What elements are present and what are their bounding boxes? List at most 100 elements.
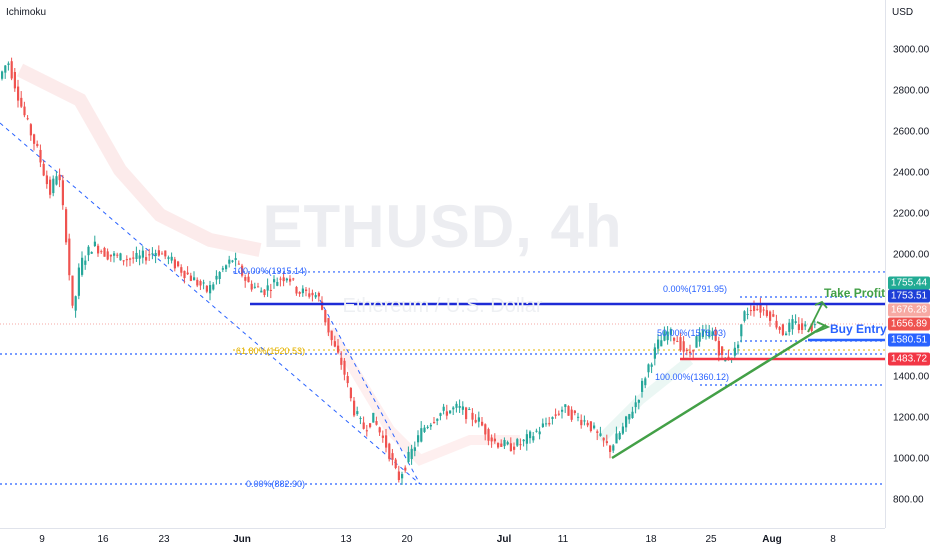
candle-body — [653, 347, 656, 359]
candle-body — [685, 349, 688, 351]
candle-body — [90, 251, 93, 254]
candle-body — [813, 324, 816, 326]
candle-body — [426, 426, 429, 428]
candle-body — [545, 423, 548, 425]
candle-body — [551, 417, 554, 419]
candle-body — [797, 324, 800, 330]
candle-body — [113, 253, 116, 256]
price-tick: 2000.00 — [893, 249, 930, 261]
candle-body — [253, 286, 256, 288]
buy-entry-arrowhead — [815, 321, 831, 333]
candle-body — [596, 431, 599, 433]
time-tick: Jun — [233, 534, 251, 545]
candle-body — [711, 331, 714, 336]
price-label: 1580.51 — [888, 333, 930, 347]
candle-body — [785, 333, 788, 336]
price-tick: 3000.00 — [893, 44, 930, 56]
candle-body — [205, 285, 208, 292]
candle-body — [151, 253, 154, 255]
time-tick: 18 — [645, 534, 657, 545]
candle-body — [548, 422, 551, 425]
candle-body — [570, 409, 573, 420]
candle-body — [381, 435, 384, 438]
candle-body — [29, 124, 32, 136]
candle-body — [436, 418, 439, 421]
time-tick: 23 — [158, 534, 170, 545]
candle-body — [490, 437, 493, 442]
candle-body — [74, 296, 77, 311]
candle-body — [589, 421, 592, 431]
candle-body — [474, 419, 477, 423]
price-axis-border — [885, 0, 886, 528]
candle-body — [375, 421, 378, 425]
candle-body — [349, 387, 352, 399]
candle-body — [775, 320, 778, 328]
candle-body — [180, 267, 183, 273]
candle-body — [42, 163, 45, 176]
candle-body — [615, 433, 618, 444]
candle-body — [791, 319, 794, 330]
candle-body — [164, 250, 167, 257]
candle-body — [788, 322, 791, 332]
candle-body — [132, 257, 135, 259]
candle-body — [317, 292, 320, 297]
take-profit-arrowhead — [814, 300, 828, 309]
candle-body — [529, 431, 532, 439]
candle-body — [733, 347, 736, 356]
candle-body — [161, 253, 164, 255]
indicator-label[interactable]: Ichimoku — [6, 7, 47, 18]
candle-body — [135, 252, 138, 259]
candle-body — [461, 406, 464, 410]
candle-body — [39, 149, 42, 163]
candle-body — [705, 331, 708, 333]
candle-body — [519, 444, 522, 446]
candle-body — [100, 251, 103, 253]
candle-body — [49, 179, 52, 195]
candle-body — [333, 341, 336, 347]
candle-body — [721, 346, 724, 355]
price-tick: 1000.00 — [893, 453, 930, 465]
candle-body — [308, 293, 311, 297]
candle-body — [61, 180, 64, 206]
price-tick: 800.00 — [893, 494, 924, 506]
candle-body — [154, 253, 157, 257]
candle-body — [292, 278, 295, 280]
candle-body — [314, 295, 317, 298]
price-tick: 2400.00 — [893, 167, 930, 179]
candle-body — [714, 329, 717, 341]
buy-entry-label: Buy Entry — [830, 322, 887, 336]
candle-body — [129, 258, 132, 260]
candle-body — [740, 324, 743, 337]
candle-body — [650, 364, 653, 367]
candle-body — [378, 427, 381, 433]
candle-body — [301, 288, 304, 294]
candle-body — [237, 263, 240, 265]
time-tick: 13 — [340, 534, 352, 545]
candle-body — [305, 289, 308, 291]
candle-body — [695, 336, 698, 348]
candle-body — [477, 417, 480, 422]
take-profit-arrow — [807, 303, 823, 333]
candle-body — [141, 250, 144, 258]
candle-body — [266, 285, 269, 291]
candle-body — [119, 253, 122, 261]
candle-body — [234, 258, 237, 261]
candle-body — [423, 427, 426, 432]
candle-body — [413, 447, 416, 451]
candle-body — [81, 257, 84, 275]
candle-body — [493, 438, 496, 442]
candle-body — [145, 257, 148, 261]
candle-body — [215, 275, 218, 280]
candle-body — [109, 254, 112, 257]
candle-body — [778, 327, 781, 330]
ichimoku-cloud — [16, 63, 262, 257]
candle-body — [663, 331, 666, 341]
candle-body — [257, 286, 260, 288]
candle-body — [567, 406, 570, 416]
candle-body — [439, 413, 442, 416]
candle-body — [353, 400, 356, 416]
candle-body — [52, 178, 55, 194]
fib-label-0-low: 0.00%(882.90) — [246, 479, 306, 489]
candle-body — [801, 323, 804, 330]
